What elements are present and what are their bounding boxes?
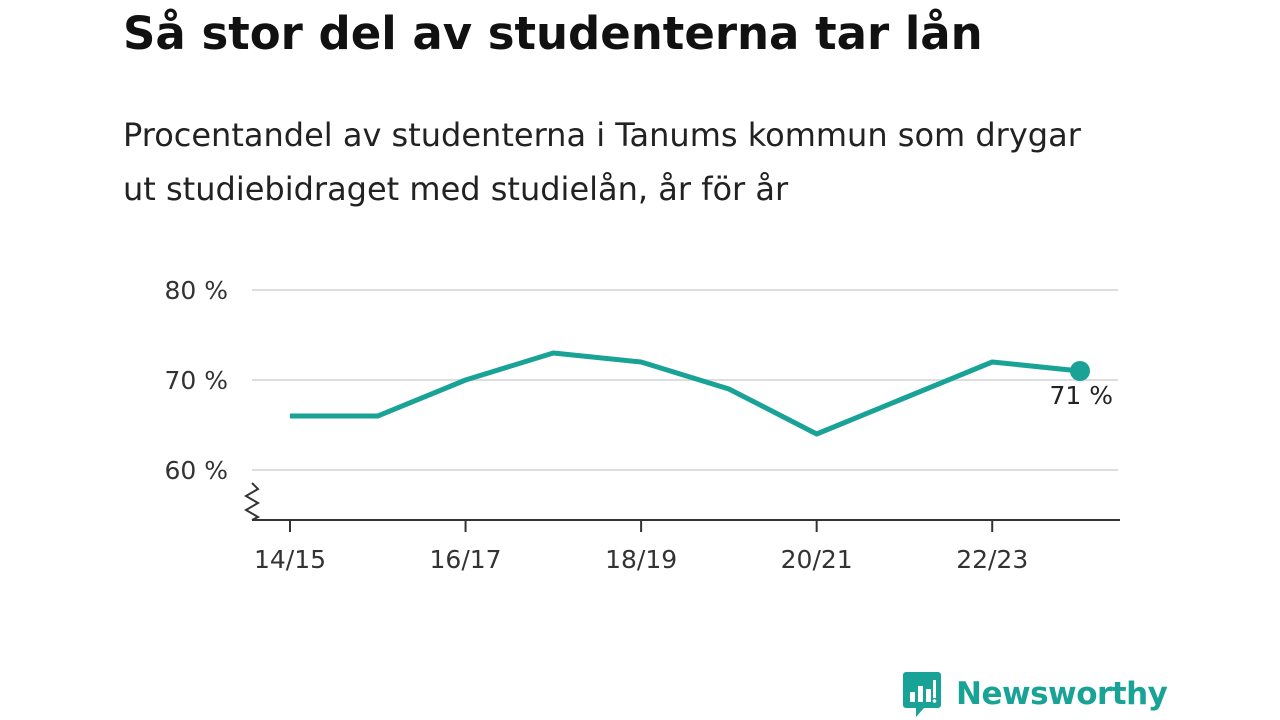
x-tick-label: 14/15 bbox=[254, 545, 326, 574]
newsworthy-logo: Newsworthy bbox=[902, 670, 1168, 718]
series-group bbox=[290, 350, 1081, 437]
x-tick-label: 16/17 bbox=[430, 545, 502, 574]
x-tick-label: 20/21 bbox=[781, 545, 853, 574]
chart-title: Så stor del av studenterna tar lån bbox=[123, 7, 983, 60]
y-tick-label: 80 % bbox=[164, 276, 228, 305]
y-tick-label: 60 % bbox=[164, 456, 228, 485]
x-tick-label: 18/19 bbox=[605, 545, 677, 574]
y-axis-break-icon bbox=[244, 482, 261, 521]
end-point-marker bbox=[1070, 361, 1090, 381]
end-value-label: 71 % bbox=[1049, 381, 1113, 410]
end-marker-group: 71 % bbox=[1049, 361, 1113, 410]
y-tick-label: 70 % bbox=[164, 366, 228, 395]
newsworthy-logo-icon bbox=[903, 672, 941, 717]
newsworthy-logo-text: Newsworthy bbox=[956, 676, 1168, 712]
x-tick-label: 22/23 bbox=[956, 545, 1028, 574]
y-axis-ticks: 60 % 70 % 80 % bbox=[164, 276, 228, 485]
x-axis-ticks: 14/15 16/17 18/19 20/21 22/23 bbox=[254, 520, 1028, 574]
series-line bbox=[290, 350, 1081, 437]
chart-subtitle: Procentandel av studenterna i Tanums kom… bbox=[123, 116, 1081, 208]
x-axis bbox=[244, 482, 1120, 521]
grid-lines bbox=[252, 289, 1118, 471]
